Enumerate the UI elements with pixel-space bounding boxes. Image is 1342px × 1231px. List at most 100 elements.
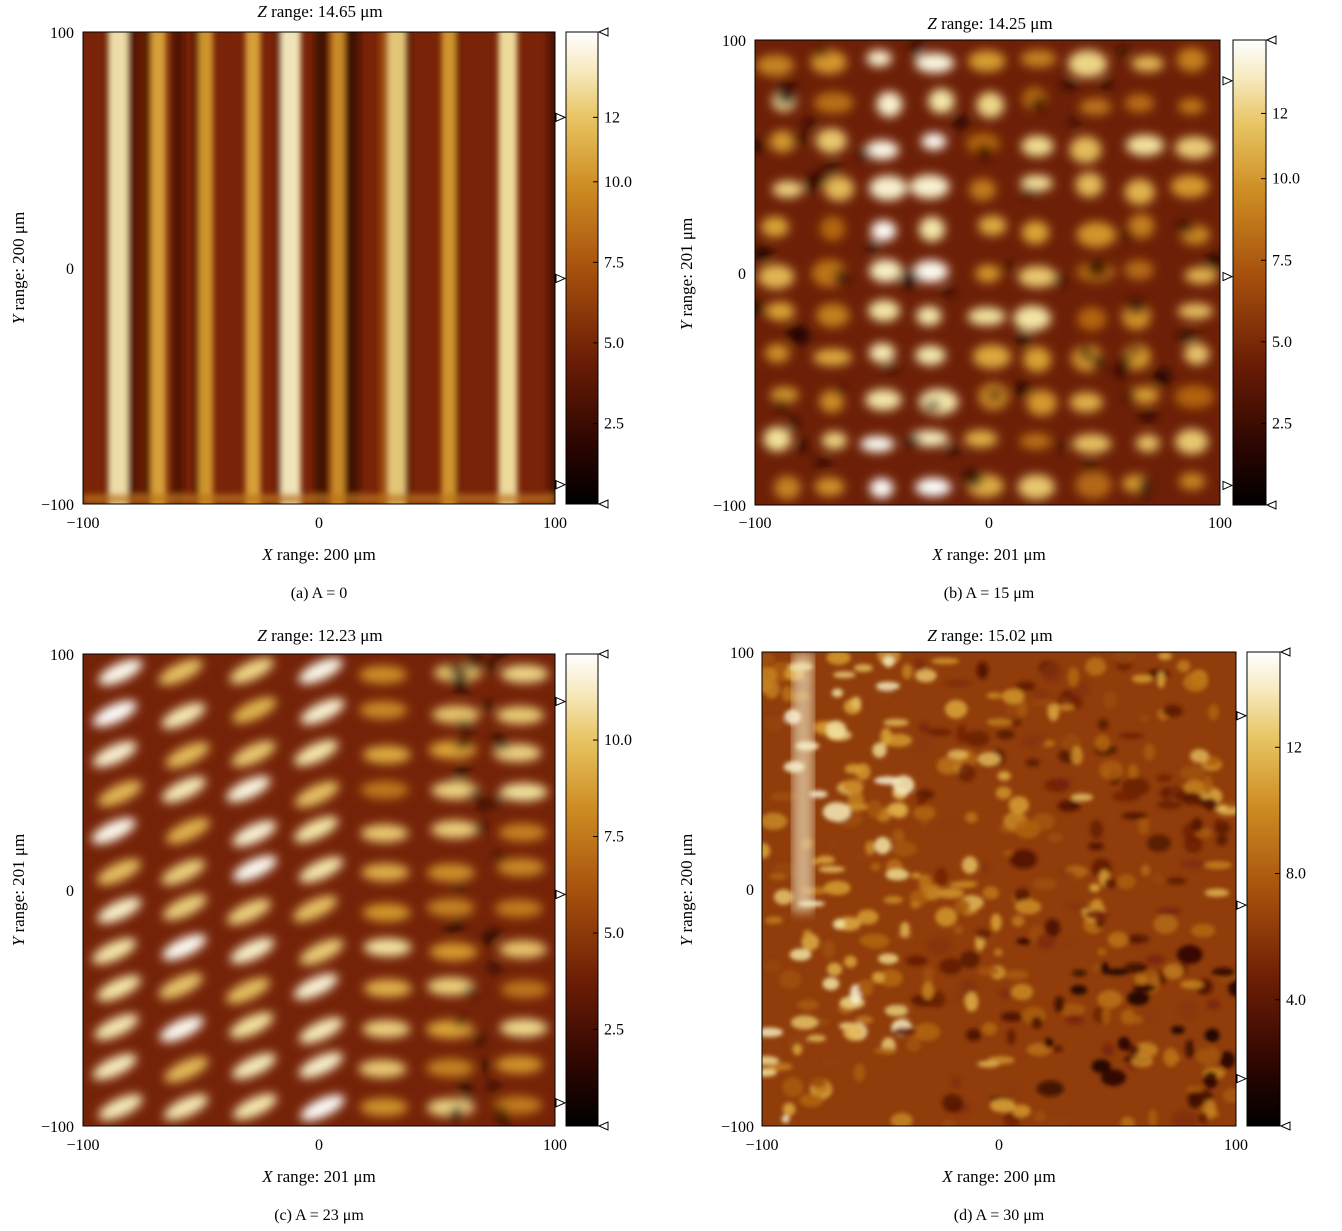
surface-bump [772,180,804,198]
surface-grain [901,663,913,680]
surface-bump [1067,50,1108,78]
surface-grain [986,692,1003,699]
surface-grain [1213,819,1225,826]
surface-ridge [363,979,412,998]
surface-ridge [231,740,276,767]
surface-grain [998,987,1015,1000]
surface-ridge [359,701,408,720]
surface-bump [1013,305,1051,331]
x-axis-label: X range: 200 μm [261,545,375,564]
surface-grain [877,953,899,965]
surface-ridge [498,823,547,842]
surface-ridge [426,977,475,996]
surface-grain [1123,962,1149,974]
surface-bump [1178,472,1206,491]
surface-grain [892,1027,917,1037]
surface-bump [1184,343,1210,365]
y-tick-label: 100 [722,33,746,50]
surface-grain [862,933,890,950]
surface-grain [956,724,968,744]
surface-grain [986,718,1013,726]
surface-grain [1048,937,1075,946]
surface-grain [910,900,920,909]
surface-pit [472,1034,485,1045]
surface-grain [960,950,980,969]
surface-grain [1112,790,1140,802]
surface-ridge [426,1058,475,1077]
surface-grain [1032,877,1057,890]
surface-grain [947,749,969,760]
colorbar-tick-label: 7.5 [1272,252,1292,269]
surface-grain [936,756,960,775]
surface-bump [1124,179,1155,206]
colorbar-max-marker [597,649,609,659]
surface-ridge [359,1098,408,1117]
surface-grain [884,1004,908,1017]
surface-pit [964,469,983,488]
surface-grain [883,655,895,668]
surface-grain [981,1022,998,1036]
surface-bump [1128,213,1155,239]
surface-pit [835,385,847,397]
surface-grain [1116,873,1136,890]
surface-grain [853,664,873,672]
surface-bump [773,475,801,500]
surface-pit [1152,368,1171,387]
surface-grain [997,771,1011,781]
surface-ridge [362,1019,411,1038]
surface-grain [1084,910,1110,920]
surface-pit [1138,477,1154,491]
heatmap-frame [82,653,556,1127]
surface-bump [1075,172,1104,198]
surface-ridge [162,934,207,961]
surface-grain [1070,985,1088,995]
surface-ridge [500,664,549,683]
surface-bump [761,216,790,238]
surface-trough [314,32,329,504]
surface-grain [1082,727,1099,746]
surface-pit [1125,297,1147,315]
surface-ridge [94,1013,139,1040]
surface-pit [882,363,900,373]
surface-pit [460,737,473,748]
colorbar-gradient [1232,39,1267,506]
surface-bump [770,386,799,403]
surface-grain [1147,834,1171,852]
surface-grain [1156,774,1172,783]
surface-grain [1034,1110,1046,1123]
surface-grain [1184,834,1203,854]
surface-grain [1097,947,1107,956]
surface-grain [1190,923,1216,938]
surface-ridge [165,817,211,844]
surface-pit [1053,273,1067,288]
surface-grain [1156,907,1182,916]
colorbar-level-marker [1236,900,1248,910]
scan-edge-band [83,494,555,504]
surface-pit [976,144,993,160]
surface-pit [755,139,768,152]
surface-grain [831,688,844,698]
surface-grain [1101,1005,1111,1025]
surface-grain [1072,969,1087,977]
x-tick-label: 100 [543,515,567,532]
panel-d: Z range: 15.02 μm 12 8.0 4.0 100 0 −100 −1… [677,626,1306,1224]
surface-bump [921,133,947,150]
surface-grain [975,928,992,940]
surface-ridge [232,697,277,724]
surface-bump [864,140,900,160]
surface-grain [870,862,881,871]
surface-grain [1057,800,1081,812]
surface-grain [1117,1036,1131,1051]
surface-bump [978,215,1007,236]
surface-grain [769,873,787,880]
surface-grain [871,971,885,984]
surface-pit [814,457,832,469]
surface-grain [1014,899,1042,915]
surface-ridge [299,856,344,883]
surface-pit [952,114,969,130]
surface-grain [781,685,793,702]
surface-pit [802,117,818,129]
surface-grain [782,1077,804,1098]
panel-caption: (a) A = 0 [291,585,348,602]
colorbar-gradient [565,653,599,1127]
